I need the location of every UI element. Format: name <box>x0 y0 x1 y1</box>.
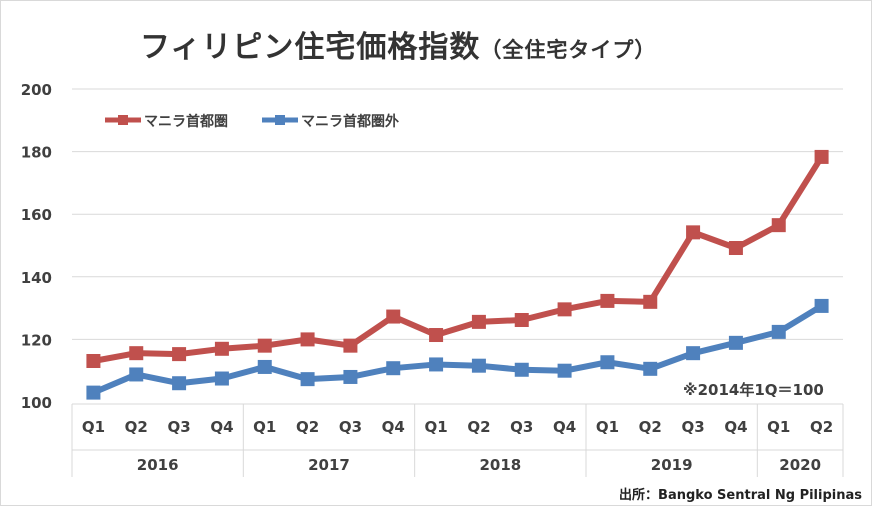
x-tick-label: Q1 <box>767 418 790 436</box>
data-point <box>86 385 101 400</box>
data-point <box>728 241 743 256</box>
x-tick-label: Q4 <box>210 418 233 436</box>
x-tick-label: Q1 <box>82 418 105 436</box>
x-tick-label: Q2 <box>639 418 662 436</box>
data-point <box>386 361 401 376</box>
year-label: 2016 <box>137 456 179 474</box>
data-point <box>643 361 658 376</box>
x-tick-label: Q3 <box>681 418 704 436</box>
year-label: 2018 <box>479 456 521 474</box>
data-point <box>686 346 701 361</box>
x-tick-label: Q2 <box>810 418 833 436</box>
data-point <box>600 355 615 370</box>
data-point <box>643 294 658 309</box>
x-tick-label: Q3 <box>167 418 190 436</box>
x-tick-label: Q3 <box>510 418 533 436</box>
data-point <box>728 335 743 350</box>
data-point <box>814 298 829 313</box>
series-line-2 <box>92 303 824 396</box>
legend-swatch-marker <box>275 115 285 125</box>
data-point <box>514 362 529 377</box>
legend-label: マニラ首都圏 <box>144 113 228 130</box>
data-point <box>86 353 101 368</box>
x-tick-label: Q2 <box>296 418 319 436</box>
y-tick-label: 180 <box>21 144 52 162</box>
data-point <box>429 328 444 343</box>
year-label: 2017 <box>308 456 350 474</box>
year-label: 2019 <box>651 456 693 474</box>
data-point <box>386 309 401 324</box>
data-point <box>300 332 315 347</box>
chart-title: フィリピン住宅価格指数（全住宅タイプ） <box>140 22 656 66</box>
data-point <box>129 367 144 382</box>
data-point <box>214 371 229 386</box>
source-note: 出所：Bangko Sentral Ng Pilipinas <box>619 488 862 503</box>
x-tick-label: Q4 <box>724 418 747 436</box>
y-tick-label: 120 <box>21 331 52 349</box>
data-point <box>257 359 272 374</box>
data-point <box>771 218 786 233</box>
data-point <box>214 341 229 356</box>
data-point <box>471 358 486 373</box>
data-point <box>471 314 486 329</box>
data-point <box>429 357 444 372</box>
year-label: 2020 <box>779 456 821 474</box>
data-point <box>343 369 358 384</box>
data-point <box>129 346 144 361</box>
y-tick-label: 140 <box>21 269 52 287</box>
data-point <box>557 363 572 378</box>
base-note: ※2014年1Q＝100 <box>683 381 824 399</box>
data-point <box>557 302 572 317</box>
x-tick-label: Q2 <box>467 418 490 436</box>
y-tick-label: 160 <box>21 206 52 224</box>
x-tick-label: Q3 <box>339 418 362 436</box>
data-point <box>814 149 829 164</box>
title-main: フィリピン住宅価格指数 <box>140 30 481 65</box>
data-point <box>343 338 358 353</box>
title-sub: （全住宅タイプ） <box>480 38 657 62</box>
x-tick-label: Q1 <box>596 418 619 436</box>
series-line-1 <box>92 155 825 364</box>
data-point <box>300 372 315 387</box>
legend-swatch-marker <box>118 115 128 125</box>
x-tick-label: Q1 <box>253 418 276 436</box>
x-tick-label: Q2 <box>125 418 148 436</box>
legend-label: マニラ首都圏外 <box>301 113 399 130</box>
y-tick-label: 100 <box>21 394 52 412</box>
x-tick-label: Q1 <box>424 418 447 436</box>
data-point <box>257 338 272 353</box>
data-point <box>771 324 786 339</box>
data-point <box>686 225 701 240</box>
data-point <box>172 347 187 362</box>
data-point <box>600 293 615 308</box>
y-tick-label: 200 <box>21 81 52 99</box>
x-tick-label: Q4 <box>553 418 576 436</box>
data-point <box>514 312 529 327</box>
x-tick-label: Q4 <box>382 418 405 436</box>
data-point <box>172 376 187 391</box>
